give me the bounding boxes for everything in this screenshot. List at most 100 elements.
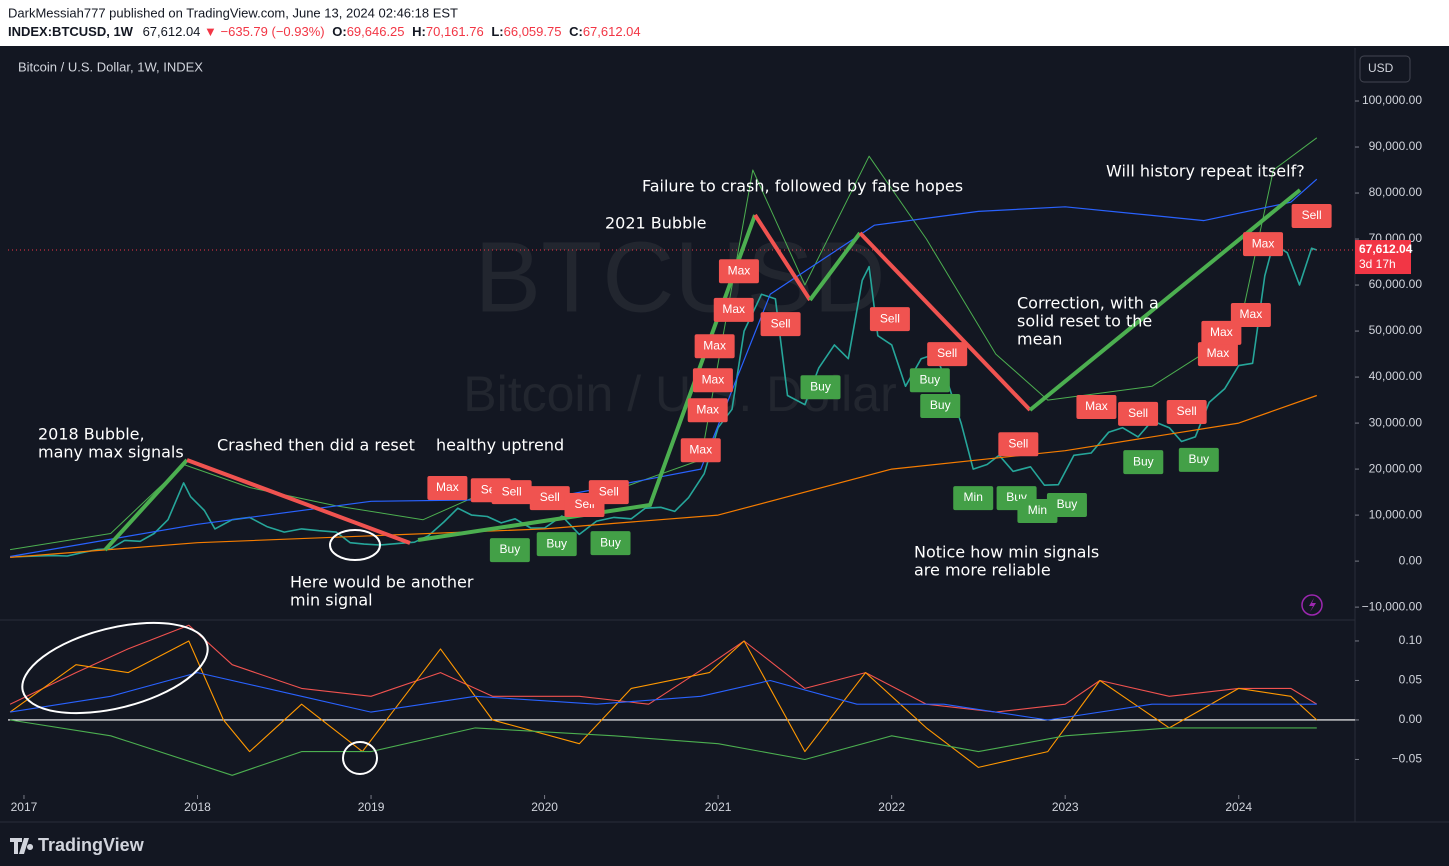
header-bg [0,0,1449,46]
y-tick-label: −10,000.00 [1362,599,1423,613]
signal-label: Sell [1302,208,1322,222]
trend-line [1028,188,1302,412]
signal-label: Max [1240,307,1263,321]
y-tick-label: 20,000.00 [1369,461,1423,475]
signal-label: Max [689,442,712,456]
axes: 100,000.0090,000.0080,000.0070,000.0060,… [11,93,1423,814]
annotations: 2018 Bubble, many max signals Crashed th… [38,162,1305,610]
change: ▼ −635.79 (−0.93%) [204,24,325,39]
signal-label: Sell [880,311,900,325]
signal-label: Sell [1128,406,1148,420]
x-tick-label: 2021 [705,800,732,814]
annotation: healthy uptrend [436,436,564,455]
ohlc-value: 69,646.25 [347,24,405,39]
ohlc-value: 66,059.75 [504,24,562,39]
signal-marker [1230,302,1271,327]
signal-marker [489,538,530,563]
y-tick-label: 10,000.00 [1369,507,1423,521]
signal-label: Max [696,402,719,416]
y-tick-label: 60,000.00 [1369,277,1423,291]
y-tick-label: 50,000.00 [1369,323,1423,337]
signal-label: Sell [937,346,957,360]
signal-marker [536,532,577,557]
annotation: min signal [290,591,373,610]
series-line [9,178,1318,558]
circle-highlight [21,621,209,715]
signal-marker [760,312,801,337]
trend-line [808,231,862,302]
signal-label: Max [728,263,751,277]
last-price-box [1355,240,1411,275]
series-line [9,640,1318,768]
annotation: Failure to crash, followed by false hope… [642,177,963,196]
signal-label: Sell [771,316,791,330]
signal-marker [953,486,994,511]
signal-label: Min [964,490,983,504]
signal-marker [998,432,1039,457]
x-tick-label: 2023 [1052,800,1079,814]
signal-label: Sell [1177,404,1197,418]
signal-label: Max [703,338,726,352]
y-tick-label: 40,000.00 [1369,369,1423,383]
ohlc-key: L: [491,24,503,39]
brand-logo [10,838,34,854]
y-tick-label: 90,000.00 [1369,139,1423,153]
annotation: Here would be another [290,573,474,592]
symbol-line: INDEX:BTCUSD, 1W 67,612.04 ▼ −635.79 (−0… [8,24,641,39]
signal-label: Max [1207,346,1230,360]
annotation: mean [1017,330,1062,349]
signal-label: Max [1085,399,1108,413]
currency[interactable]: USD [1368,61,1394,75]
x-tick-label: 2024 [1225,800,1252,814]
signal-marker [588,480,629,505]
x-tick-label: 2022 [878,800,905,814]
lightning-icon [1309,598,1316,612]
signal-marker [869,307,910,332]
signal-marker [694,334,735,359]
signal-marker [590,531,631,556]
signal-label: Max [436,480,459,494]
signal-marker [1243,232,1284,257]
signal-marker [427,475,468,500]
signal-label: Buy [1133,454,1154,468]
signal-label: Max [1210,325,1233,339]
series-line [10,394,1317,558]
y-tick-label: 80,000.00 [1369,185,1423,199]
y-tick-label: 0.05 [1399,673,1423,687]
signal-label: Buy [930,398,951,412]
signal-marker [1118,401,1159,426]
signal-marker [1046,492,1087,517]
ohlc-key: H: [412,24,426,39]
lightning-button[interactable] [1301,594,1323,616]
signal-marker [1291,204,1332,229]
y-tick-label: 30,000.00 [1369,415,1423,429]
y-tick-label: −0.05 [1392,752,1423,766]
y-tick-label: 0.00 [1399,712,1423,726]
ohlc-key: C: [569,24,583,39]
signal-label: Max [702,372,725,386]
signal-label: Buy [810,379,831,393]
signal-label: Sell [599,484,619,498]
x-tick-label: 2018 [184,800,211,814]
circle-highlight [329,529,381,561]
signal-label: Max [722,302,745,316]
countdown: 3d 17h [1359,257,1396,271]
currency-button[interactable] [1359,55,1411,83]
annotation: solid reset to the [1017,312,1152,331]
signal-marker [687,398,728,423]
annotation: Correction, with a [1017,294,1159,313]
signal-marker [1123,450,1164,475]
signal-marker [529,486,570,511]
y-tick-label: 0.00 [1399,553,1423,567]
plots [8,137,1355,776]
brand: TradingView [38,835,145,855]
annotation: Will history repeat itself? [1106,162,1305,181]
annotation: 2018 Bubble, [38,425,145,444]
signal-marker [1197,342,1238,367]
series-line [9,624,1318,713]
signal-marker [718,259,759,284]
annotation: many max signals [38,443,184,462]
series-line [10,719,1317,776]
signal-label: Max [1252,236,1275,250]
